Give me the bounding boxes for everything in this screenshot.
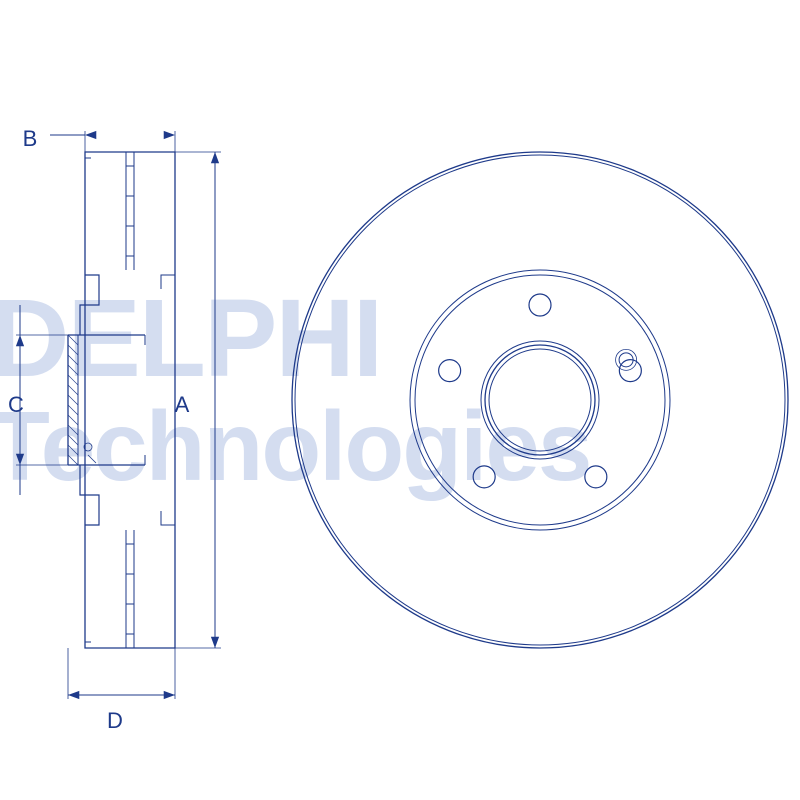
- svg-text:A: A: [175, 392, 190, 417]
- svg-text:B: B: [23, 126, 38, 151]
- technical-drawing: A B C D: [0, 0, 800, 800]
- svg-text:C: C: [8, 392, 24, 417]
- svg-text:D: D: [107, 708, 123, 733]
